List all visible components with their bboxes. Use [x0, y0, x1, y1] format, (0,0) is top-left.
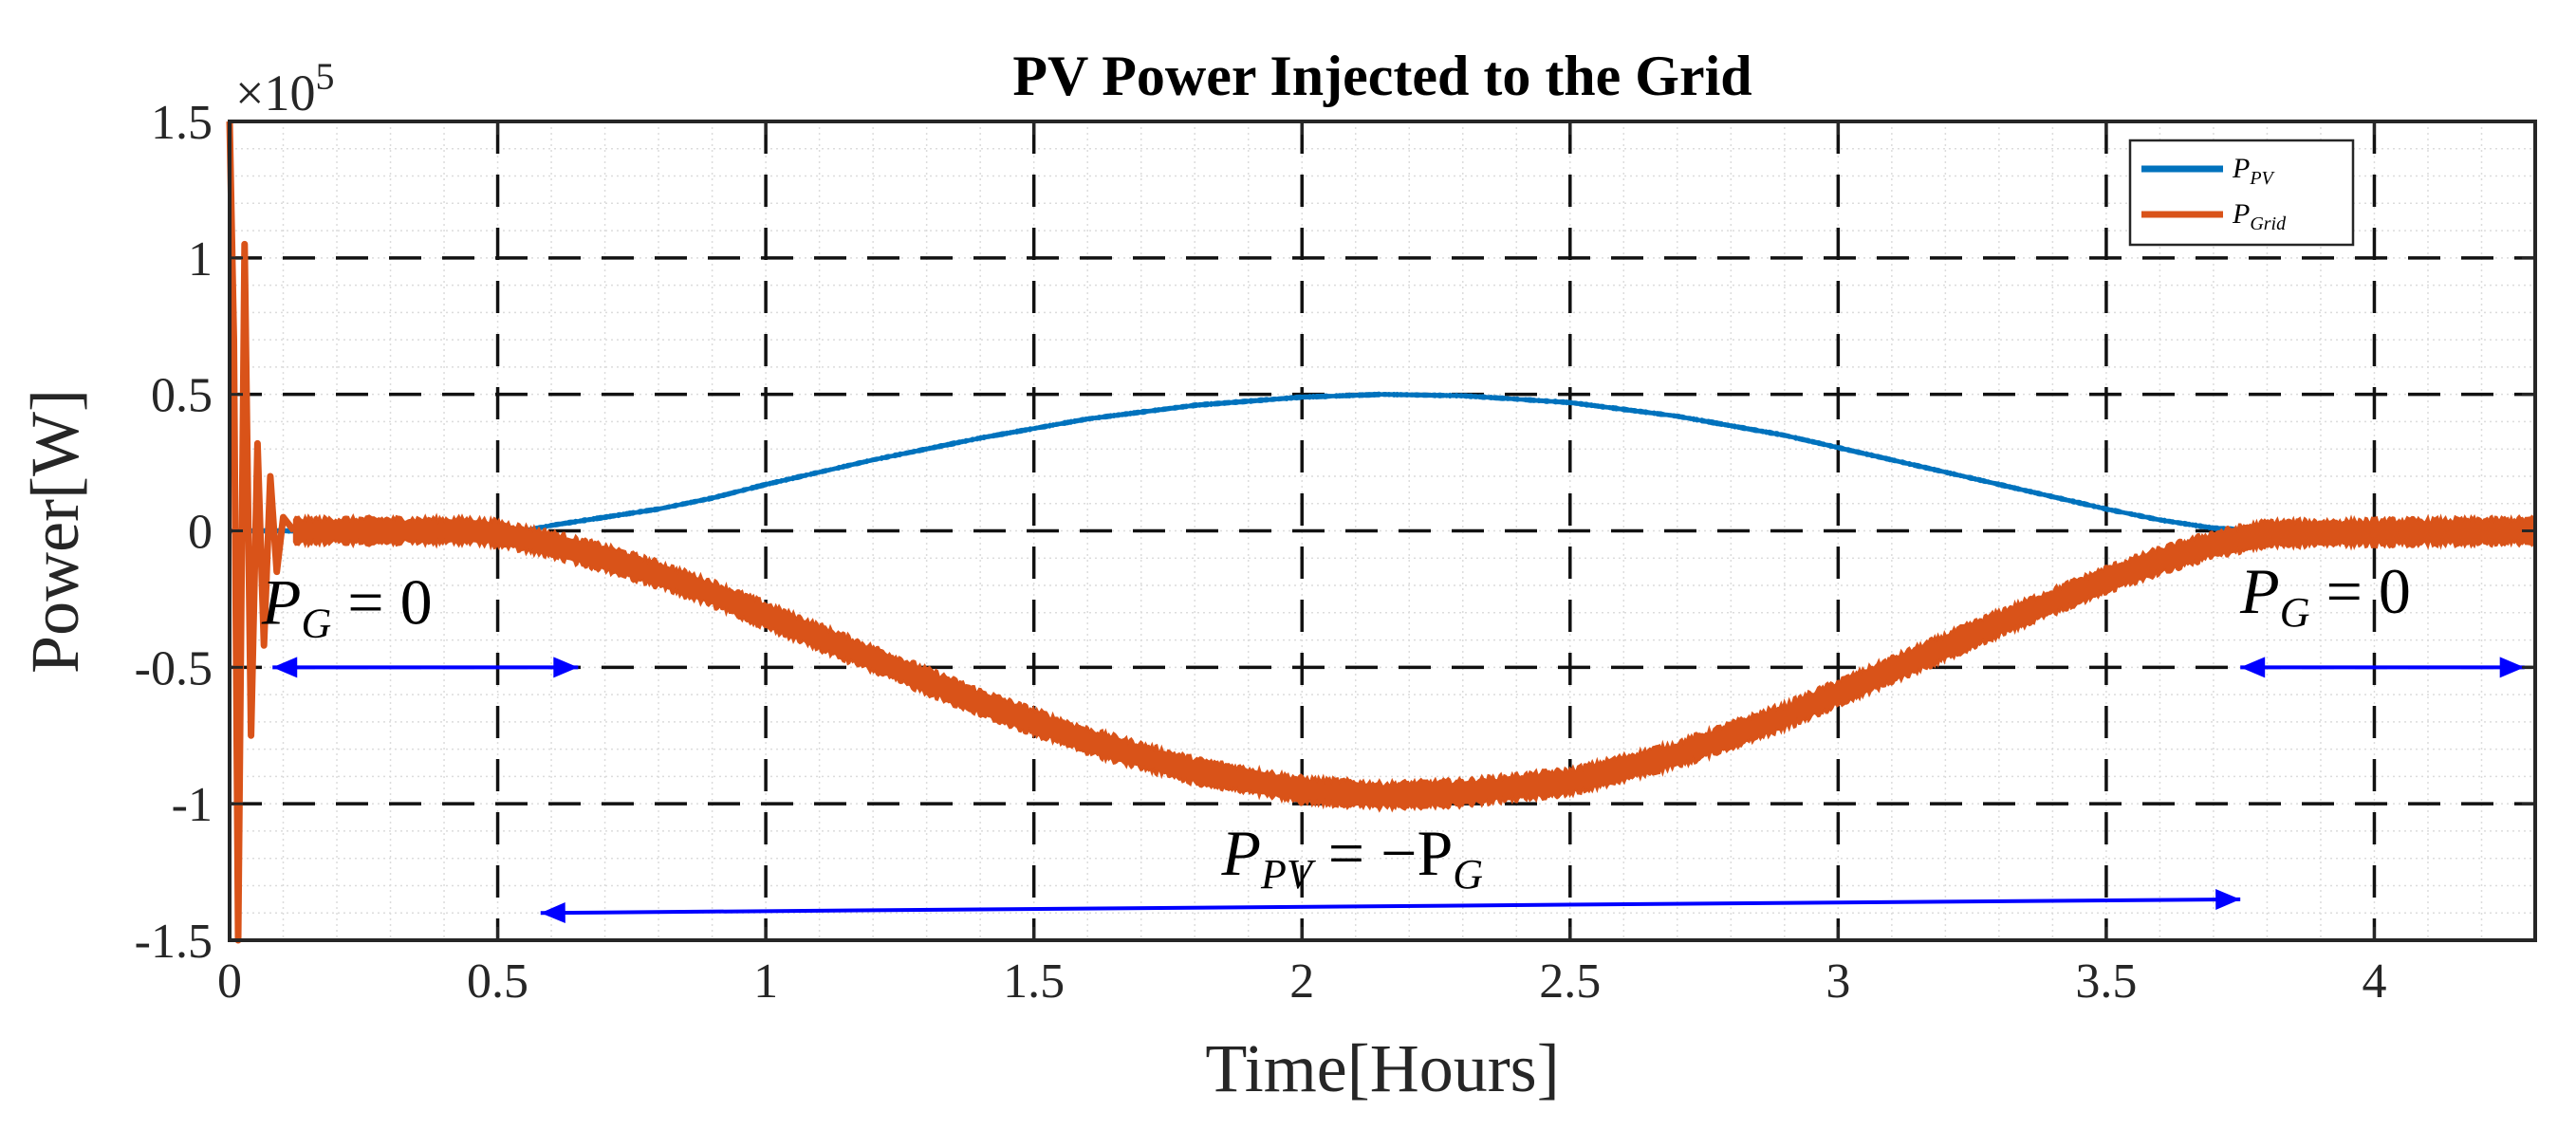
arrow-head: [2499, 657, 2525, 678]
x-tick-label: 1: [753, 954, 778, 1009]
y-scale-factor: ×105: [235, 55, 334, 121]
y-tick-label: 0: [188, 506, 213, 560]
x-tick-label: 3: [1825, 954, 1850, 1009]
x-tick-label: 1.5: [1003, 954, 1065, 1009]
arrow-head: [540, 902, 565, 924]
y-tick-label: -1: [172, 778, 213, 832]
x-axis-label: Time[Hours]: [1205, 1030, 1559, 1106]
arrow-head: [2215, 889, 2241, 911]
annotation-pg-zero-right: PG = 0: [2239, 555, 2525, 678]
tick-layer: 0 0.5 1 1.5 2 2.5 3 3.5 4 -1.5 -1 -0.5 0 0.5 1 1.5: [135, 96, 2535, 1009]
legend-label-grid: PGrid: [2232, 198, 2287, 234]
annotation-label: PG = 0: [261, 565, 433, 646]
series-band: [292, 512, 2536, 813]
y-tick-label: -0.5: [135, 641, 213, 695]
chart-title: PV Power Injected to the Grid: [1012, 45, 1751, 107]
arrow-head: [272, 657, 298, 678]
series-transient: [226, 120, 297, 944]
arrow-head: [553, 657, 579, 678]
annotation-arrow-line: [540, 897, 2241, 916]
x-tick-label: 2: [1289, 954, 1314, 1009]
legend-label-pv: PPV: [2232, 153, 2276, 189]
major-grid: [230, 121, 2535, 940]
y-tick-label: 0.5: [151, 369, 213, 423]
annotation-layer: PG = 0 PG = 0 PPV = −PG: [261, 555, 2525, 924]
y-tick-label: -1.5: [135, 915, 213, 969]
series-band: [229, 391, 2536, 534]
arrow-head: [2240, 657, 2266, 678]
x-tick-label: 0.5: [467, 954, 528, 1009]
annotation-pg-zero-left: PG = 0: [261, 565, 579, 678]
y-tick-label: 1.5: [151, 96, 213, 150]
annotation-ppv-equals-minus-pg: PPV = −PG: [540, 817, 2241, 924]
series-p-pv: [229, 391, 2536, 534]
x-tick-label: 0: [217, 954, 242, 1009]
legend-box: [2128, 139, 2355, 247]
y-tick-label: 1: [188, 232, 213, 287]
x-tick-label: 3.5: [2075, 954, 2137, 1009]
legend: PPV PGrid: [2128, 139, 2355, 247]
y-scale-label: ×105: [235, 55, 334, 121]
y-axis-label: Power[W]: [17, 389, 93, 674]
x-tick-label: 2.5: [1539, 954, 1601, 1009]
annotation-label: PPV = −PG: [1220, 817, 1483, 898]
x-tick-label: 4: [2362, 954, 2386, 1009]
annotation-label: PG = 0: [2239, 555, 2411, 636]
